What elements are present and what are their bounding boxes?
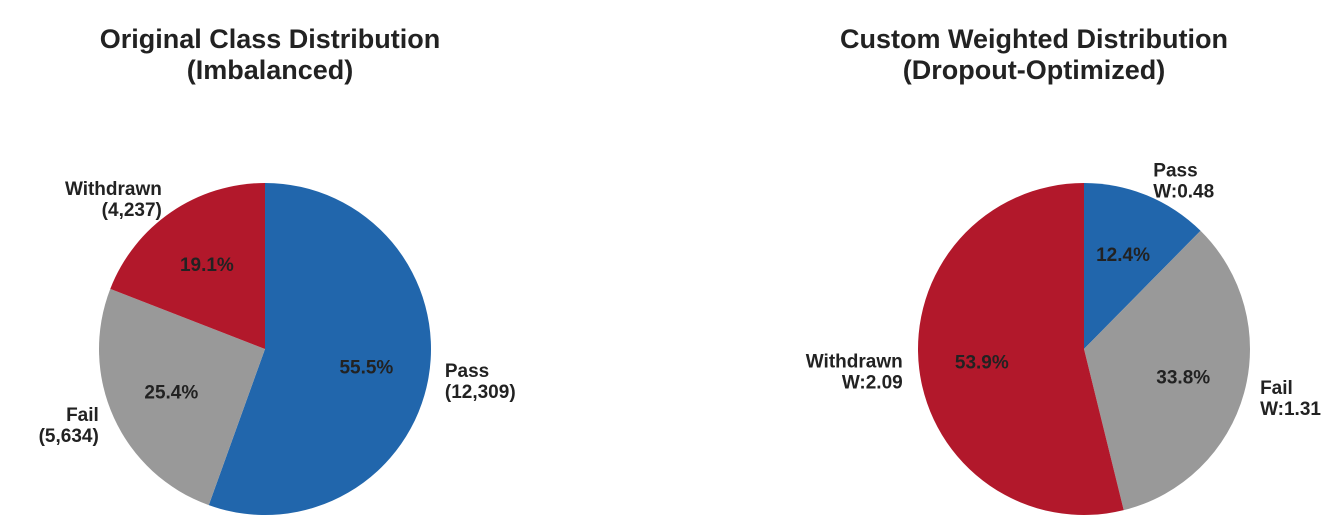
pie-slice-pass <box>1084 183 1201 349</box>
category-label-pass-line: W:0.48 <box>1153 182 1214 203</box>
chart-title-weighted: Custom Weighted Distribution (Dropout-Op… <box>734 24 1334 86</box>
category-label-pass: Pass W:0.48 <box>1153 161 1214 203</box>
pct-label-fail: 25.4% <box>144 383 198 404</box>
category-label-fail-line: Fail <box>66 405 99 426</box>
pct-label-withdrawn: 53.9% <box>955 352 1009 373</box>
pie-slice-fail <box>1084 230 1250 511</box>
category-label-fail-line: Fail <box>1260 378 1293 399</box>
category-label-withdrawn: Withdrawn (4,237) <box>65 179 162 221</box>
pct-label-withdrawn: 19.1% <box>180 255 234 276</box>
chart-title-line1: Custom Weighted Distribution <box>840 24 1228 54</box>
category-label-withdrawn-line: Withdrawn <box>806 352 903 373</box>
chart-title-line1: Original Class Distribution <box>99 24 441 54</box>
pct-label-pass: 55.5% <box>339 358 393 379</box>
pie-slice-fail <box>98 288 265 506</box>
pct-label-fail: 33.8% <box>1156 367 1210 388</box>
category-label-withdrawn: Withdrawn W:2.09 <box>806 352 903 394</box>
category-label-fail-line: (5,634) <box>39 426 99 447</box>
category-label-fail: Fail W:1.31 <box>1260 378 1321 420</box>
pct-label-fail-line: 25.4% <box>144 383 198 404</box>
pct-label-pass-line: 55.5% <box>339 358 393 379</box>
category-label-fail: Fail (5,634) <box>39 405 99 447</box>
chart-title-line2: (Imbalanced) <box>186 55 354 85</box>
category-label-pass: Pass (12,309) <box>445 361 516 403</box>
category-label-pass-line: Pass <box>1153 161 1197 182</box>
chart-title-line2: (Dropout-Optimized) <box>902 55 1166 85</box>
chart-title-original: Original Class Distribution (Imbalanced) <box>0 24 570 86</box>
pct-label-pass-line: 12.4% <box>1096 245 1150 266</box>
pct-label-fail-line: 33.8% <box>1156 367 1210 388</box>
category-label-pass-line: (12,309) <box>445 382 516 403</box>
pct-label-pass: 12.4% <box>1096 245 1150 266</box>
pct-label-withdrawn-line: 19.1% <box>180 255 234 276</box>
pie-slice-withdrawn <box>918 183 1124 515</box>
pie-slice-pass <box>208 183 431 515</box>
pie-slice-withdrawn <box>110 183 266 349</box>
category-label-withdrawn-line: W:2.09 <box>842 373 903 394</box>
pct-label-withdrawn-line: 53.9% <box>955 352 1009 373</box>
category-label-withdrawn-line: (4,237) <box>102 200 162 221</box>
category-label-fail-line: W:1.31 <box>1260 399 1321 420</box>
category-label-pass-line: Pass <box>445 361 489 382</box>
category-label-withdrawn-line: Withdrawn <box>65 179 162 200</box>
